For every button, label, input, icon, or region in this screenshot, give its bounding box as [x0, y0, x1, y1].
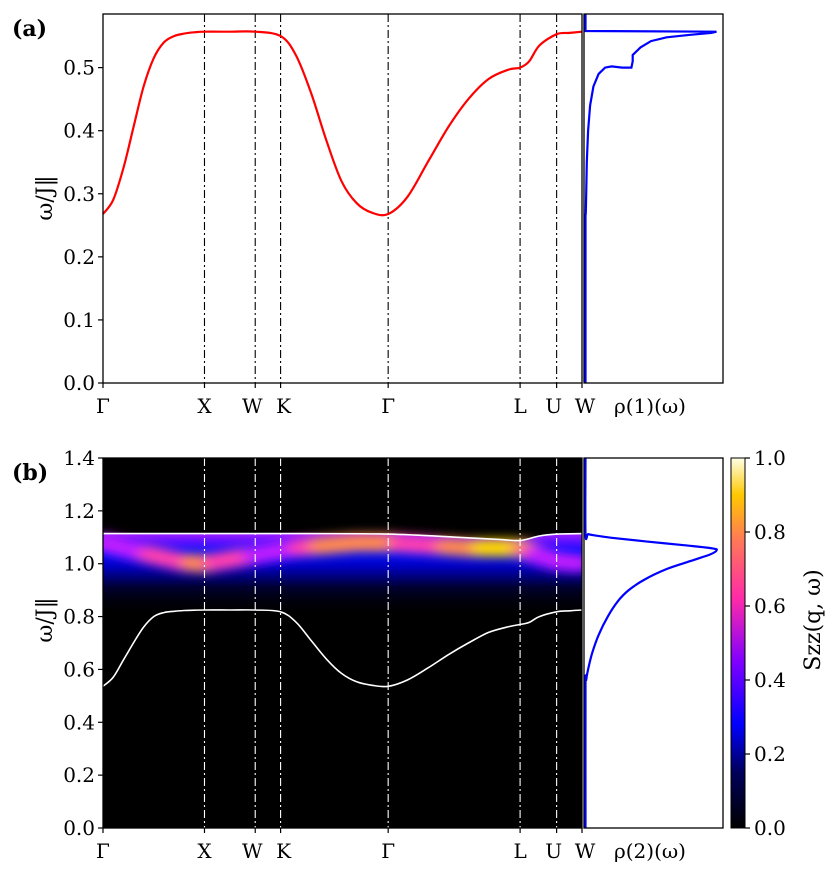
- panel-a-frame: [102, 13, 583, 384]
- panel-b-frame: [102, 457, 583, 829]
- y-tick-label: 0.4: [63, 119, 95, 143]
- x-tick-label: K: [276, 394, 292, 418]
- panel-a-y-ticks: 0.0 0.1 0.2 0.3 0.4 0.5: [63, 56, 103, 395]
- x-tick-label: Γ: [96, 839, 110, 863]
- panel-a-dos-curve: [584, 14, 717, 383]
- y-tick-label: 0.2: [63, 245, 95, 269]
- panel-b-high-symmetry-lines: [203, 458, 558, 828]
- x-tick-label: W: [575, 394, 596, 418]
- x-tick-label: W: [242, 839, 263, 863]
- panel-b-label: (b): [12, 460, 48, 486]
- panel-a-y-label: ω/J‖: [33, 175, 58, 220]
- panel-b-dos-curve: [584, 457, 718, 829]
- panel-b-dos: ρ(2)(ω): [583, 457, 724, 863]
- x-tick-label: X: [197, 394, 212, 418]
- panel-a-dos-x-label: ρ(1)(ω): [614, 394, 686, 418]
- colorbar-tick-label: 1.0: [754, 446, 786, 470]
- x-tick-label: L: [513, 839, 526, 863]
- colorbar-tick-label: 0.8: [754, 520, 786, 544]
- y-tick-label: 0.1: [63, 308, 95, 332]
- colorbar: 0.0 0.2 0.4 0.6 0.8 1.0 Szz(q, ω): [730, 446, 826, 840]
- panel-b-lower-edge: [102, 609, 583, 688]
- panel-b-upper-edge: [102, 532, 583, 542]
- panel-a-dos: ρ(1)(ω): [583, 13, 724, 418]
- y-tick-label: 0.4: [63, 710, 95, 734]
- x-tick-label: K: [276, 839, 292, 863]
- colorbar-gradient: [730, 457, 746, 829]
- colorbar-tick-label: 0.0: [754, 816, 786, 840]
- y-tick-label: 0.8: [63, 605, 95, 629]
- panel-a-high-symmetry-lines: [203, 14, 558, 383]
- x-tick-label: Γ: [96, 394, 110, 418]
- colorbar-ticks: 0.0 0.2 0.4 0.6 0.8 1.0: [745, 446, 786, 840]
- intensity-blob: [563, 554, 582, 573]
- x-tick-label: U: [545, 394, 562, 418]
- panel-b-y-label: ω/J‖: [33, 597, 58, 642]
- panel-a-dispersion-curve: [102, 30, 583, 217]
- y-tick-label: 1.0: [63, 552, 95, 576]
- y-tick-label: 0.0: [63, 371, 95, 395]
- panel-b-intensity-ridge: [103, 533, 582, 573]
- y-tick-label: 0.6: [63, 657, 95, 681]
- y-tick-label: 1.2: [63, 499, 95, 523]
- x-tick-label: L: [513, 394, 526, 418]
- x-tick-label: U: [545, 839, 562, 863]
- panel-a-label: (a): [12, 16, 47, 42]
- x-tick-label: W: [242, 394, 263, 418]
- y-tick-label: 0.2: [63, 763, 95, 787]
- panel-a-dos-frame: [583, 13, 724, 384]
- panel-b-dos-frame: [583, 457, 724, 829]
- y-tick-label: 0.0: [63, 816, 95, 840]
- colorbar-tick-label: 0.2: [754, 742, 786, 766]
- x-tick-label: W: [575, 839, 596, 863]
- x-tick-label: Γ: [381, 394, 395, 418]
- y-tick-label: 0.3: [63, 182, 95, 206]
- panel-b-heatmap: [103, 458, 582, 828]
- colorbar-label: Szz(q, ω): [801, 569, 826, 670]
- panel-b-y-ticks: 0.0 0.2 0.4 0.6 0.8 1.0 1.2 1.4: [63, 446, 103, 840]
- colorbar-tick-label: 0.6: [754, 594, 786, 618]
- x-tick-label: X: [197, 839, 212, 863]
- y-tick-label: 1.4: [63, 446, 95, 470]
- x-tick-label: Γ: [381, 839, 395, 863]
- colorbar-tick-label: 0.4: [754, 668, 786, 692]
- y-tick-label: 0.5: [63, 56, 95, 80]
- panel-b-dos-x-label: ρ(2)(ω): [614, 839, 686, 863]
